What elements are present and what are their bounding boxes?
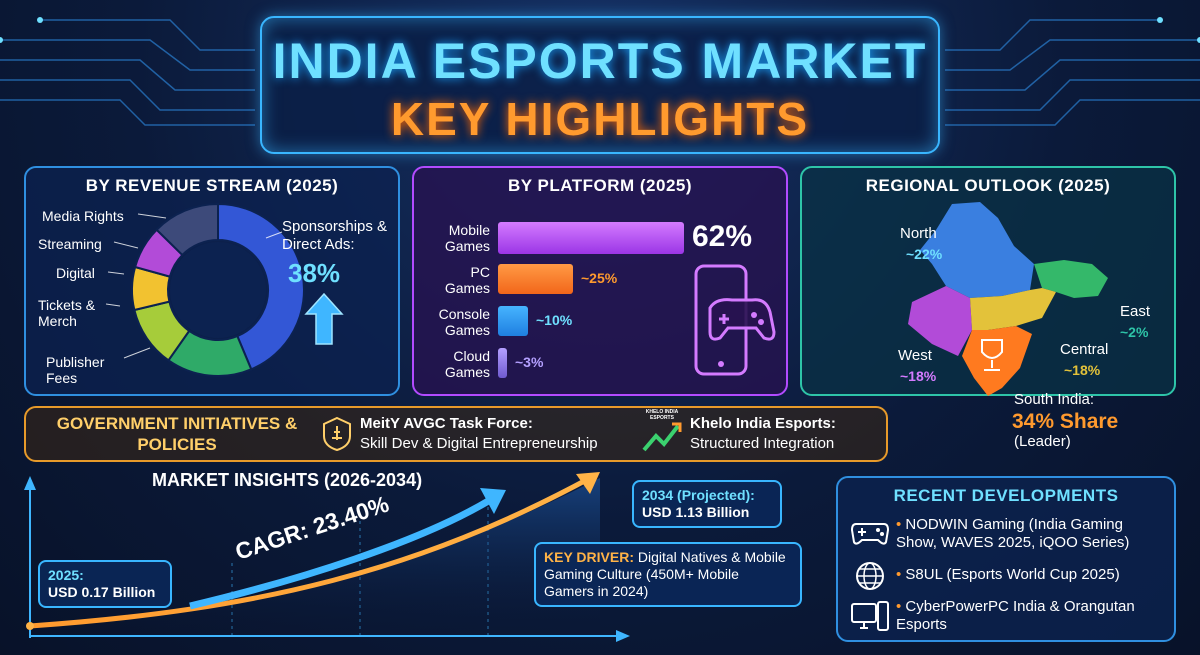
start-box: 2025: USD 0.17 Billion [38,560,172,608]
bar-label-pc: PC Games [444,264,490,296]
map-north [920,202,1034,298]
bar-cloud [498,348,507,378]
sub-title: KEY HIGHLIGHTS [390,93,810,145]
globe-icon [856,562,884,590]
label-tickets-merch: Tickets & Merch [38,297,96,329]
central-value: ~18% [1064,362,1101,378]
bar-pc [498,264,573,294]
emblem-icon [323,416,351,452]
label-streaming: Streaming [38,236,102,252]
north-name: North [900,225,937,242]
west-name: West [898,347,932,364]
recent-item-2-text: S8UL (Esports World Cup 2025) [905,566,1120,583]
label-media-rights: Media Rights [42,208,124,224]
khelo-logo-text: KHELO INDIA ESPORTS [645,409,679,421]
end-value: USD 1.13 Billion [642,504,750,520]
recent-bullet-1: • [896,516,906,533]
area-fill [30,478,600,636]
value-cloud: ~3% [515,354,544,370]
growth-chart [24,472,630,642]
north-value: ~22% [906,246,943,262]
value-mobile: 62% [692,220,753,253]
driver-text: Digital Natives & Mobile Gaming Culture … [544,549,786,599]
south-value: 34% Share [1012,410,1119,433]
khelo-title: Khelo India Esports: [690,415,836,432]
bar-label-cloud: Cloud Games [444,348,490,380]
revenue-panel: BY REVENUE STREAM (2025) Media Rights St… [24,166,400,396]
label-publisher-fees: Publisher Fees [46,354,105,386]
recent-item-1: • NODWIN Gaming (India Gaming Show, WAVE… [896,516,1166,552]
government-panel: GOVERNMENT INITIATIVES & POLICIES MeitY … [24,406,888,462]
end-year: 2034 (Projected): [642,487,755,503]
slice-media [155,202,219,257]
meity-desc: Skill Dev & Digital Entrepreneurship [360,435,598,452]
regional-panel: REGIONAL OUTLOOK (2025) North ~22% East … [800,166,1176,396]
driver-label: KEY DRIVER: [544,549,634,565]
sponsorships-value: 38% [288,258,341,288]
platform-title: BY PLATFORM (2025) [507,176,693,195]
south-name: South India: [1014,391,1095,408]
axis-x-arrow [616,630,630,642]
title-box: INDIA ESPORTS MARKET KEY HIGHLIGHTS [260,16,940,154]
platform-panel: BY PLATFORM (2025) Mobile Games PC Games… [412,166,788,396]
bar-label-console: Console Games [438,306,490,338]
start-value: USD 0.17 Billion [48,584,156,600]
value-console: ~10% [536,312,573,328]
up-arrow-icon [304,292,344,345]
value-pc: ~25% [581,270,618,286]
start-year: 2025: [48,567,84,583]
donut-hole [170,242,266,338]
south-note: (Leader) [1014,433,1071,450]
east-name: East [1120,303,1151,320]
cagr-arrow [189,496,492,610]
recent-item-3: • CyberPowerPC India & Orangutan Esports [896,598,1166,634]
label-digital: Digital [56,265,95,281]
insights-title: MARKET INSIGHTS (2026-2034) [152,470,423,490]
recent-item-1-text: NODWIN Gaming (India Gaming Show, WAVES … [896,516,1130,551]
revenue-donut [105,202,305,377]
label-sponsorships: Sponsorships & Direct Ads: [282,218,388,253]
bar-console [498,306,528,336]
computer-icon [851,601,889,631]
gov-title: GOVERNMENT INITIATIVES & POLICIES [56,414,298,454]
map-west [908,286,972,356]
recent-bullet-2: • [896,566,906,583]
east-value: ~2% [1120,324,1149,340]
curve-arrowhead [576,472,600,494]
map-central [970,288,1056,330]
phone-gamepad-icon [694,264,776,376]
khelo-india-logo [642,422,682,452]
revenue-title: BY REVENUE STREAM (2025) [85,176,339,195]
recent-item-2: • S8UL (Esports World Cup 2025) [896,566,1166,584]
regional-title: REGIONAL OUTLOOK (2025) [865,176,1111,195]
meity-title: MeitY AVGC Task Force: [360,415,533,432]
map-east [1034,260,1108,298]
driver-box: KEY DRIVER: Digital Natives & Mobile Gam… [534,542,802,607]
bar-label-mobile: Mobile Games [444,222,490,254]
main-title: INDIA ESPORTS MARKET [272,33,928,89]
start-point [26,622,34,630]
cagr-arrowhead [480,488,506,514]
growth-curve [29,475,592,629]
recent-item-3-text: CyberPowerPC India & Orangutan Esports [896,598,1135,633]
gamepad-icon [850,523,890,545]
trophy-icon [981,339,1003,371]
central-name: Central [1060,341,1109,358]
bar-mobile [498,222,684,254]
recent-title: RECENT DEVELOPMENTS [893,486,1119,505]
axis-y-arrow [24,476,36,490]
circuit-decoration [0,17,1200,126]
end-box: 2034 (Projected): USD 1.13 Billion [632,480,782,528]
slice-sponsorships [217,202,305,371]
india-map [908,202,1108,396]
recent-bullet-3: • [896,598,906,615]
recent-panel: RECENT DEVELOPMENTS • NODWIN Gaming (Ind… [836,476,1176,642]
map-south [962,326,1032,396]
west-value: ~18% [900,368,937,384]
khelo-desc: Structured Integration [690,435,835,452]
